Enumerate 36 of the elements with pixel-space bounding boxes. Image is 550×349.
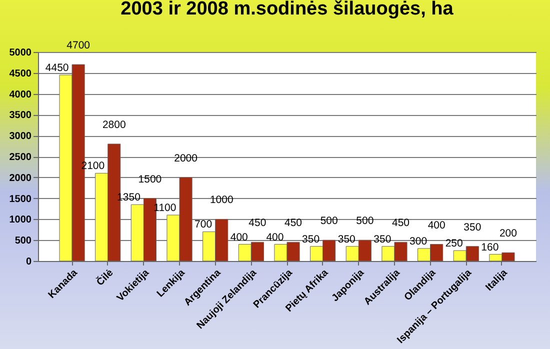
data-label: 250: [445, 238, 464, 250]
data-label: 350: [464, 221, 482, 234]
data-label: 1000: [210, 194, 234, 206]
data-label: 4700: [66, 40, 90, 52]
y-tick-label: 2500: [9, 152, 32, 163]
data-label: 400: [428, 219, 446, 232]
data-label: 300: [410, 235, 428, 248]
data-label: 2800: [102, 118, 126, 131]
data-label: 1500: [138, 173, 162, 186]
data-label: 350: [302, 233, 320, 246]
y-tick-label: 0: [26, 256, 32, 268]
y-tick-label: 4500: [9, 68, 32, 80]
data-label: 400: [266, 231, 284, 244]
data-label: 350: [338, 233, 356, 246]
y-tick-label: 3500: [9, 110, 32, 122]
data-label: 400: [230, 231, 248, 244]
data-label: 4450: [45, 62, 69, 74]
data-label: 500: [356, 215, 374, 228]
y-tick-label: 1000: [9, 214, 32, 226]
y-tick-label: 1500: [9, 194, 32, 205]
data-label: 450: [284, 217, 302, 230]
data-label: 500: [320, 215, 338, 228]
data-label: 200: [499, 228, 518, 240]
x-tick-label: Čilė: [94, 266, 116, 288]
data-label: 700: [194, 218, 212, 231]
data-label: 450: [392, 217, 410, 230]
data-label: 2000: [174, 152, 198, 164]
y-tick-label: 500: [14, 236, 32, 247]
y-tick-label: 5000: [9, 48, 32, 58]
y-tick-label: 3000: [9, 131, 32, 142]
data-label: 350: [374, 233, 392, 246]
y-tick-label: 4000: [9, 89, 32, 100]
chart-title: 2003 ir 2008 m.sodinės šilauogės, ha: [120, 0, 454, 20]
data-label: 160: [481, 241, 499, 254]
data-label: 450: [248, 217, 266, 230]
y-tick-label: 2000: [9, 172, 32, 184]
